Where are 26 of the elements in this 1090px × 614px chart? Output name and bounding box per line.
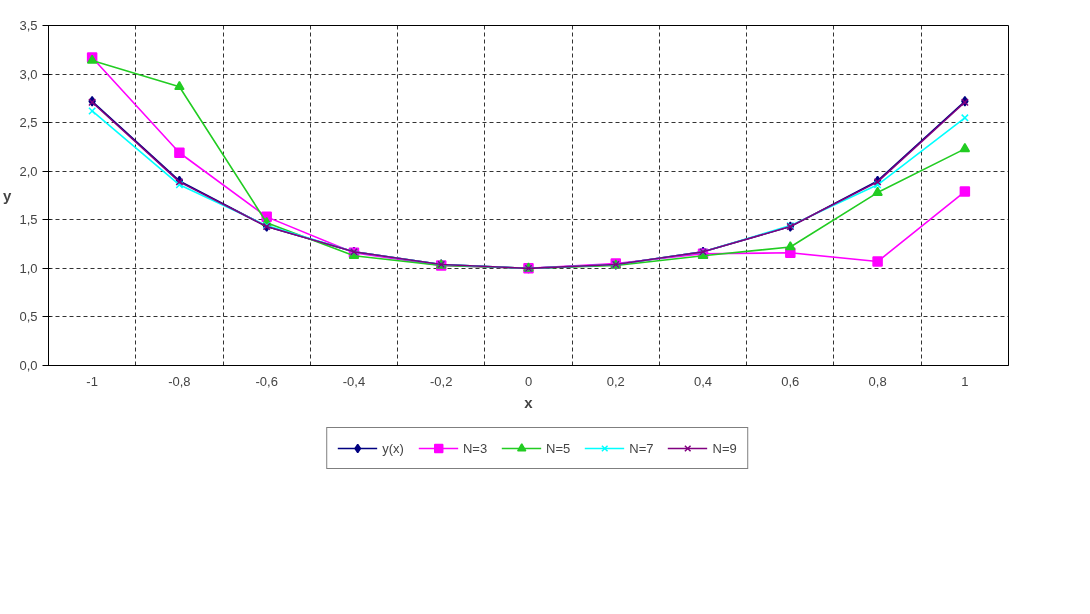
y-tick-label: 0,0 (19, 358, 38, 373)
y-tick-label: 1,5 (19, 212, 38, 228)
x-tick-label: -0,6 (255, 373, 278, 389)
x-tick-label: 0 (524, 373, 533, 389)
y-tick-label: 2,5 (19, 115, 38, 131)
x-tick-label: 0,2 (606, 373, 625, 389)
y-tick-label: 2,0 (19, 163, 38, 179)
legend-label: N=5 (546, 440, 571, 456)
legend-label: N=9 (712, 440, 737, 456)
legend-label: y(x) (382, 440, 404, 456)
x-tick-label: 1 (961, 373, 969, 389)
legend-label: N=7 (629, 440, 654, 456)
x-tick-label: -0,2 (430, 373, 453, 389)
x-tick-label: -0,4 (342, 373, 366, 389)
y-tick-label: 3,5 (19, 18, 38, 33)
legend-label: N=3 (462, 440, 488, 456)
x-tick-label: 0,8 (868, 373, 887, 389)
y-tick-label: 1,0 (19, 260, 38, 276)
x-axis-title: x (524, 393, 534, 411)
x-tick-label: 0,6 (781, 373, 800, 389)
y-tick-label: 3,0 (19, 66, 38, 82)
y-axis-title: y (3, 187, 13, 204)
x-tick-label: -0,8 (168, 373, 191, 389)
y-tick-label: 0,5 (19, 309, 38, 325)
x-tick-label: 0,4 (694, 373, 713, 389)
x-tick-label: -1 (86, 373, 98, 389)
